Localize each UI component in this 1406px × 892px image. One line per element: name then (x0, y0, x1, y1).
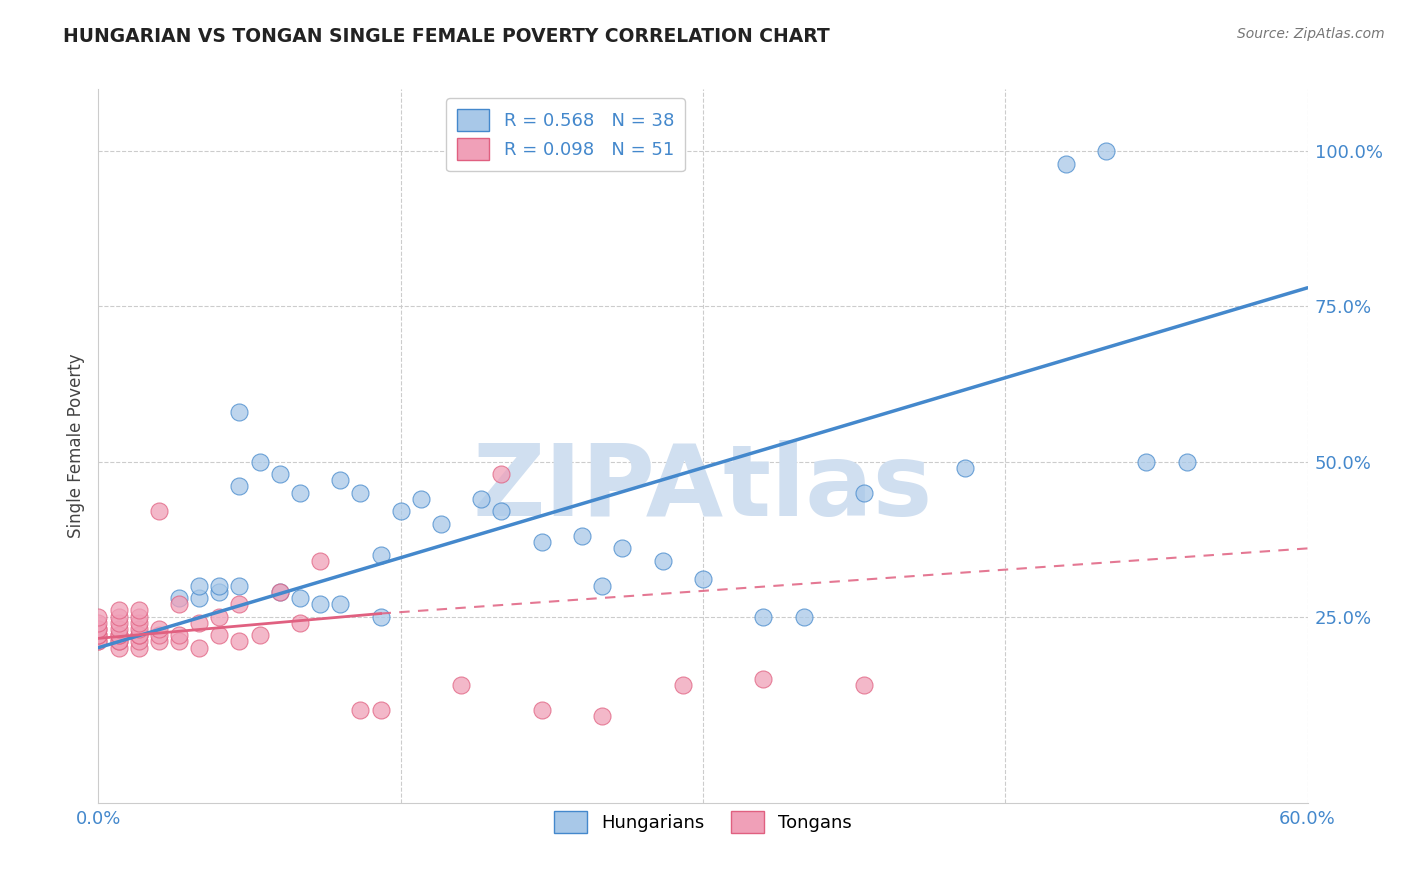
Point (329, 473, 352, 487)
Text: HUNGARIAN VS TONGAN SINGLE FEMALE POVERTY CORRELATION CHART: HUNGARIAN VS TONGAN SINGLE FEMALE POVERT… (63, 27, 830, 45)
Point (309, 554, 332, 568)
Point (389, 504, 412, 518)
Point (288, 591, 311, 605)
Point (128, 634, 150, 648)
Point (128, 609, 150, 624)
Point (107, 609, 129, 624)
Point (853, 678, 876, 692)
Point (107, 640, 129, 655)
Point (349, 485, 371, 500)
Point (208, 579, 231, 593)
Text: ZIPAtlas: ZIPAtlas (472, 441, 934, 537)
Point (87, 615, 110, 630)
Point (228, 597, 250, 611)
Point (491, 467, 513, 481)
Point (470, 491, 492, 506)
Point (612, 541, 634, 556)
Point (752, 609, 775, 624)
Point (228, 634, 250, 648)
Point (87, 622, 110, 636)
Point (409, 491, 432, 506)
Point (167, 597, 190, 611)
Point (87, 634, 110, 648)
Point (148, 628, 170, 642)
Point (793, 609, 815, 624)
Point (87, 628, 110, 642)
Point (87, 609, 110, 624)
Point (370, 703, 392, 717)
Point (128, 622, 150, 636)
Point (188, 591, 211, 605)
Point (309, 597, 332, 611)
Point (167, 628, 190, 642)
Point (107, 622, 129, 636)
Point (228, 405, 250, 419)
Point (208, 628, 231, 642)
Point (228, 579, 250, 593)
Text: Source: ZipAtlas.com: Source: ZipAtlas.com (1237, 27, 1385, 41)
Point (288, 615, 311, 630)
Point (450, 678, 472, 692)
Point (1175, 454, 1198, 468)
Point (269, 584, 291, 599)
Point (188, 615, 211, 630)
Point (591, 709, 613, 723)
Point (208, 609, 231, 624)
Point (249, 454, 271, 468)
Point (107, 603, 129, 617)
Point (953, 460, 976, 475)
Y-axis label: Single Female Poverty: Single Female Poverty (66, 354, 84, 538)
Point (530, 535, 553, 549)
Point (853, 485, 876, 500)
Point (87, 622, 110, 636)
Point (107, 615, 129, 630)
Point (692, 573, 714, 587)
Point (107, 634, 129, 648)
Point (370, 548, 392, 562)
Point (288, 485, 311, 500)
Point (128, 640, 150, 655)
Point (228, 479, 250, 493)
Point (128, 628, 150, 642)
Point (491, 504, 513, 518)
Point (208, 584, 231, 599)
Point (1054, 156, 1077, 170)
Point (370, 609, 392, 624)
Point (128, 603, 150, 617)
Point (530, 703, 553, 717)
Point (107, 634, 129, 648)
Point (269, 584, 291, 599)
Point (651, 554, 673, 568)
Point (148, 504, 170, 518)
Point (571, 529, 593, 543)
Point (329, 597, 352, 611)
Point (672, 678, 695, 692)
Legend: Hungarians, Tongans: Hungarians, Tongans (547, 804, 859, 840)
Point (269, 467, 291, 481)
Point (349, 703, 371, 717)
Point (107, 628, 129, 642)
Point (430, 516, 453, 531)
Point (128, 615, 150, 630)
Point (107, 628, 129, 642)
Point (188, 640, 211, 655)
Point (148, 634, 170, 648)
Point (249, 628, 271, 642)
Point (87, 634, 110, 648)
Point (87, 628, 110, 642)
Point (1095, 145, 1118, 159)
Point (188, 579, 211, 593)
Point (148, 622, 170, 636)
Point (167, 634, 190, 648)
Point (752, 672, 775, 686)
Point (1135, 454, 1157, 468)
Point (167, 591, 190, 605)
Point (128, 628, 150, 642)
Point (591, 579, 613, 593)
